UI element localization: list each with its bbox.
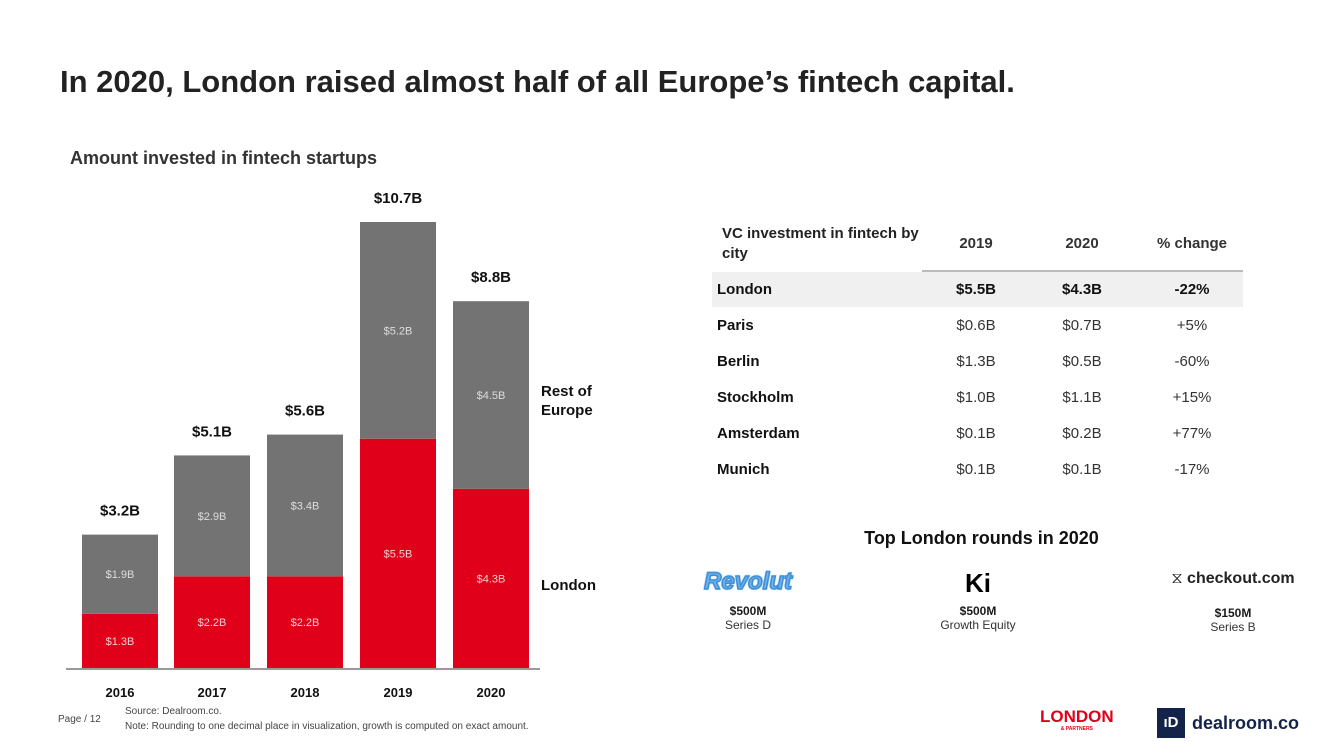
round-type: Series D — [724, 618, 771, 632]
bar-label-rest: $1.9B — [106, 569, 135, 581]
bar-label-rest: $5.2B — [384, 325, 413, 337]
dealroom-icon: ıD — [1157, 708, 1185, 738]
city-name: Amsterdam — [717, 425, 800, 442]
bar-label-london: $5.5B — [384, 548, 413, 560]
round-type: Growth Equity — [940, 618, 1016, 632]
page-title: In 2020, London raised almost half of al… — [60, 64, 1015, 99]
table-header-2020: 2020 — [1065, 235, 1099, 252]
round-type: Series B — [1210, 620, 1256, 634]
bar-label-rest: $4.5B — [477, 390, 506, 402]
pct-change: +15% — [1172, 389, 1212, 406]
stacked-bar-chart: $1.3B $1.9B $3.2B 2016 $2.2B $2.9B $5.1B 2017 $2… — [66, 190, 596, 700]
dealroom-logo: ıD dealroom.co — [1157, 708, 1299, 738]
pct-change: -60% — [1174, 353, 1210, 370]
bar-label-london: $4.3B — [477, 573, 506, 585]
bar-rest-of-europe — [82, 534, 158, 614]
table-row-highlight — [712, 272, 1243, 307]
bar-total-label: $5.6B — [285, 403, 325, 420]
source-note: Source: Dealroom.co. — [125, 706, 222, 717]
value-2020: $0.1B — [1062, 461, 1102, 478]
round-checkout: ⧖ checkout.com $150M Series B — [1153, 570, 1313, 634]
value-2020: $0.5B — [1062, 353, 1102, 370]
round-amount: $500M — [959, 604, 997, 618]
x-tick-label: 2020 — [477, 685, 506, 700]
logo-subtext: & PARTNERS — [1060, 726, 1093, 732]
pct-change: +5% — [1176, 317, 1208, 334]
bar-total-label: $5.1B — [192, 423, 232, 440]
bar-total-label: $8.8B — [471, 269, 511, 286]
legend-rest-of-europe: Rest of Europe — [541, 383, 593, 419]
table-header-2019: 2019 — [959, 235, 993, 252]
pct-change: -22% — [1174, 281, 1210, 298]
legend-london: London — [541, 577, 596, 594]
value-2020: $1.1B — [1062, 389, 1102, 406]
checkout-icon: ⧖ — [1171, 570, 1183, 587]
value-2019: $1.0B — [956, 389, 996, 406]
bar-rest-of-europe — [453, 301, 529, 489]
value-2020: $0.2B — [1062, 425, 1102, 442]
bar-label-london: $2.2B — [291, 617, 320, 629]
bar-total-label: $3.2B — [100, 503, 140, 520]
city-name: Berlin — [717, 353, 760, 370]
rounding-note: Note: Rounding to one decimal place in v… — [125, 721, 529, 732]
bar-label-london: $1.3B — [106, 636, 135, 648]
value-2019: $0.1B — [956, 461, 996, 478]
value-2019: $1.3B — [956, 353, 996, 370]
logo-text: LONDON — [1040, 707, 1114, 726]
table-header-divider — [922, 270, 1243, 272]
pct-change: -17% — [1174, 461, 1210, 478]
value-2019: $0.6B — [956, 317, 996, 334]
bar-rest-of-europe — [267, 434, 343, 577]
value-2020: $4.3B — [1061, 281, 1103, 298]
city-name: London — [717, 281, 772, 298]
round-revolut: Revolut $500M Series D — [668, 567, 828, 632]
bar-label-rest: $2.9B — [198, 511, 227, 523]
table-header-change: % change — [1156, 235, 1228, 252]
bar-london — [174, 576, 250, 668]
page-number: Page / 12 — [58, 714, 101, 725]
rounds-title: Top London rounds in 2020 — [864, 528, 1099, 548]
round-ki: Ki $500M Growth Equity — [898, 568, 1058, 632]
x-tick-label: 2016 — [106, 685, 135, 700]
bar-london — [267, 576, 343, 668]
city-name: Stockholm — [717, 389, 794, 406]
city-name: Munich — [717, 461, 770, 478]
london-partners-logo: LONDON & PARTNERS — [1040, 707, 1114, 733]
x-tick-label: 2018 — [291, 685, 320, 700]
x-tick-label: 2017 — [198, 685, 227, 700]
chart-title: Amount invested in fintech startups — [70, 148, 378, 168]
round-amount: $150M — [1214, 606, 1252, 620]
bar-total-label: $10.7B — [374, 190, 423, 207]
city-name: Paris — [717, 317, 754, 334]
bar-london — [360, 438, 436, 668]
bar-label-london: $2.2B — [198, 617, 227, 629]
revolut-logo: Revolut — [703, 567, 793, 596]
bar-london — [453, 488, 529, 668]
bar-rest-of-europe — [360, 222, 436, 439]
checkout-logo: checkout.com — [1187, 570, 1295, 587]
logo-text: dealroom.co — [1192, 712, 1300, 733]
value-2020: $0.7B — [1062, 317, 1102, 334]
round-amount: $500M — [729, 604, 767, 618]
ki-logo: Ki — [965, 568, 991, 598]
bar-rest-of-europe — [174, 455, 250, 577]
x-tick-label: 2019 — [384, 685, 413, 700]
pct-change: +77% — [1172, 425, 1212, 442]
value-2019: $0.1B — [956, 425, 996, 442]
value-2019: $5.5B — [955, 281, 997, 298]
bar-london — [82, 613, 158, 668]
bar-label-rest: $3.4B — [291, 500, 320, 512]
table-header-label: VC investment in fintech by city — [722, 225, 919, 262]
